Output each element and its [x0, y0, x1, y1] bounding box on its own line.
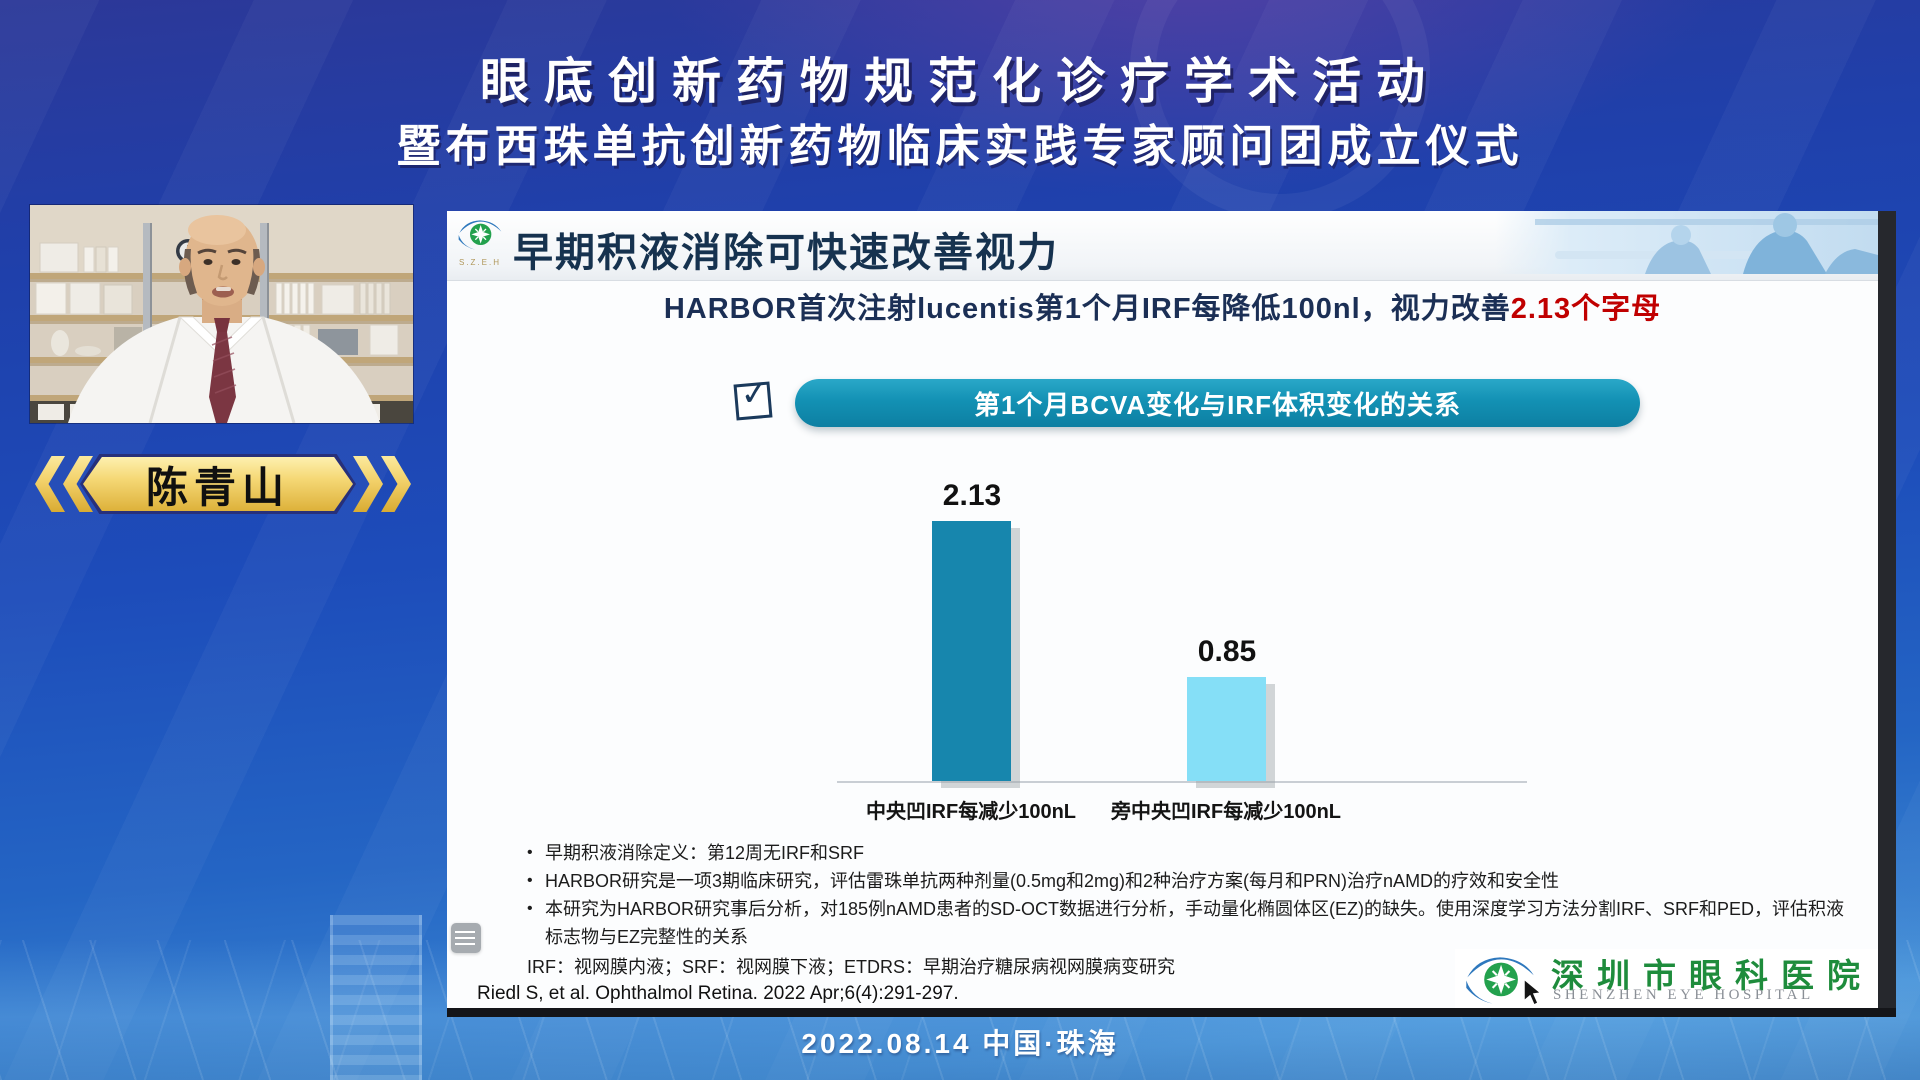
citation: Riedl S, et al. Ophthalmol Retina. 2022 … — [477, 983, 959, 1004]
chart-banner-label: 第1个月BCVA变化与IRF体积变化的关系 — [973, 389, 1462, 420]
chevron-right-icon — [381, 456, 411, 512]
speaker-room-illustration — [30, 205, 413, 423]
slide-subtitle: HARBOR首次注射lucentis第1个月IRF每降低100nl，视力改善2.… — [447, 285, 1878, 327]
subtitle-main: HARBOR首次注射lucentis第1个月IRF每降低100nl，视力改善 — [663, 293, 1511, 325]
hospital-logo-footer: 深圳市眼科医院 SHENZHEN EYE HOSPITAL — [1455, 949, 1878, 1008]
bar-category-label: 旁中央凹IRF每减少100nL — [1110, 801, 1342, 823]
bar-category-label: 中央凹IRF每减少100nL — [865, 801, 1077, 823]
logo-abbr: S.Z.E.H — [458, 258, 501, 267]
slide-title: 早期积液消除可快速改善视力 — [513, 231, 1059, 275]
bar-chart-plot: 2.13 0.85 — [837, 479, 1527, 783]
list-menu-icon[interactable] — [451, 923, 481, 953]
note-item: HARBOR研究是一项3期临床研究，评估雷珠单抗两种剂量(0.5mg和2mg)和… — [525, 867, 1861, 895]
chevron-right-icon — [353, 456, 383, 512]
speaker-nametag: 陈青山 — [31, 453, 414, 515]
speaker-figure — [68, 215, 380, 423]
note-item: 早期积液消除定义：第12周无IRF和SRF — [525, 839, 1861, 867]
eye-logo-icon — [458, 220, 502, 250]
shared-slide: S.Z.E.H 早期积液消除可快速改善视力 HARBOR首次注射lucentis… — [447, 211, 1878, 1008]
slide-window-edge — [447, 1008, 1896, 1017]
slide-header: S.Z.E.H 早期积液消除可快速改善视力 — [447, 211, 1878, 281]
event-title-line1: 眼底创新药物规范化诊疗学术活动 — [479, 55, 1440, 109]
chevron-left-icon — [35, 456, 65, 512]
chart-banner: 第1个月BCVA变化与IRF体积变化的关系 — [795, 379, 1640, 427]
background-building-silhouette — [330, 915, 422, 1080]
slide-window-edge — [1878, 211, 1896, 1017]
speaker-name: 陈青山 — [145, 463, 290, 511]
bar-value-label: 2.13 — [942, 479, 1002, 512]
bar-parafoveal-irf — [1187, 677, 1266, 781]
checkbox-checked-icon: ✓ — [733, 374, 773, 421]
surgery-photo — [1495, 211, 1878, 274]
speaker-webcam-video — [30, 205, 413, 423]
abbreviation-footnote: IRF：视网膜内液；SRF：视网膜下液；ETDRS：早期治疗糖尿病视网膜病变研究 — [527, 957, 1175, 977]
event-date-location: 2022.08.14 中国·珠海 — [801, 1028, 1119, 1059]
hospital-name-en: SHENZHEN EYE HOSPITAL — [1553, 987, 1814, 1003]
bar-value-label: 0.85 — [1197, 635, 1257, 668]
subtitle-highlight: 2.13个字母 — [1510, 293, 1662, 325]
event-title-line2: 暨布西珠单抗创新药物临床实践专家顾问团成立仪式 — [396, 122, 1524, 171]
eye-logo-icon — [1466, 957, 1534, 1004]
slide-notes: 早期积液消除定义：第12周无IRF和SRF HARBOR研究是一项3期临床研究，… — [525, 839, 1861, 951]
bar-foveal-irf — [932, 521, 1011, 781]
note-item: 本研究为HARBOR研究事后分析，对185例nAMD患者的SD-OCT数据进行分… — [525, 895, 1861, 951]
mouse-cursor-icon — [1523, 977, 1543, 1007]
hospital-name-cn: 深圳市眼科医院 — [1551, 959, 1873, 995]
nametag-banner: 陈青山 — [80, 454, 356, 514]
hospital-logo-small: S.Z.E.H — [455, 215, 505, 277]
